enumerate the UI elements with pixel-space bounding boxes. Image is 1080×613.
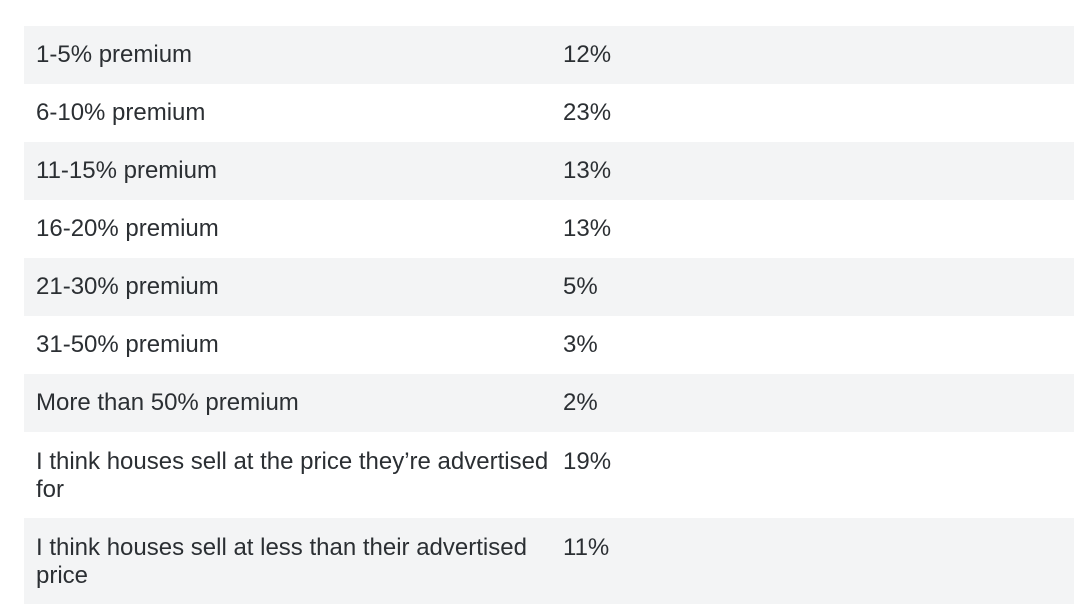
row-label: I think houses sell at the price they’re… [36,448,549,503]
row-label: 1-5% premium [36,41,193,68]
table-row: 16-20% premium 13% [24,200,1074,258]
row-label: 16-20% premium [36,215,219,242]
table-row: More than 50% premium 2% [24,374,1074,432]
row-label: 21-30% premium [36,273,219,300]
row-value: 3% [563,331,598,358]
table-row: 11-15% premium 13% [24,142,1074,200]
row-value: 13% [563,157,612,184]
row-value: 13% [563,215,612,242]
row-value: 11% [563,534,610,561]
row-value: 12% [563,41,612,68]
row-value: 5% [563,273,598,300]
row-value: 19% [563,448,612,475]
row-value: 23% [563,99,612,126]
results-table: 1-5% premium 12% 6-10% premium 23% 11-15… [24,26,1074,604]
row-value: 2% [563,389,598,416]
row-label: I think houses sell at less than their a… [36,534,527,589]
row-label: 6-10% premium [36,99,206,126]
table-row: I think houses sell at the price they’re… [24,432,1074,518]
table-row: I think houses sell at less than their a… [24,518,1074,604]
row-label: More than 50% premium [36,389,299,416]
table-row: 21-30% premium 5% [24,258,1074,316]
table-row: 1-5% premium 12% [24,26,1074,84]
row-label: 31-50% premium [36,331,219,358]
table-row: 31-50% premium 3% [24,316,1074,374]
table-row: 6-10% premium 23% [24,84,1074,142]
row-label: 11-15% premium [36,157,217,184]
